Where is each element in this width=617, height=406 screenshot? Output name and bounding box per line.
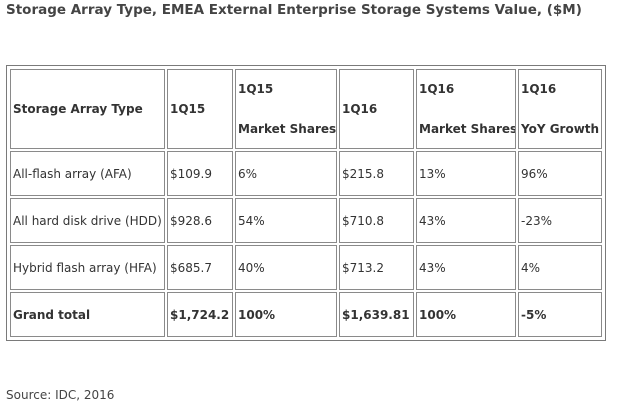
table-cell-yoy: -23% — [518, 198, 602, 244]
header-1q16-yoy-growth: 1Q16 YoY Growth — [518, 69, 602, 150]
table-cell-1q15-share: 54% — [235, 198, 337, 244]
table-row-grand-total: Grand total $1,724.2 100% $1,639.81 100%… — [10, 292, 602, 337]
page-title: Storage Array Type, EMEA External Enterp… — [6, 2, 582, 18]
table-cell-1q16: $713.2 — [339, 245, 414, 291]
table-cell-1q15: $685.7 — [167, 245, 233, 291]
table-cell-type: Hybrid flash array (HFA) — [10, 245, 165, 291]
table-cell-1q15-share: 6% — [235, 151, 337, 197]
table-cell-total-1q15: $1,724.2 — [167, 292, 233, 337]
table-cell-1q15: $928.6 — [167, 198, 233, 244]
table-cell-total-label: Grand total — [10, 292, 165, 337]
table-cell-1q16-share: 43% — [416, 198, 516, 244]
table-cell-total-1q16: $1,639.81 — [339, 292, 414, 337]
table-cell-type: All-flash array (AFA) — [10, 151, 165, 197]
table-row-hfa: Hybrid flash array (HFA) $685.7 40% $713… — [10, 245, 602, 291]
storage-array-table: Storage Array Type 1Q15 1Q15 Market Shar… — [8, 67, 604, 339]
storage-table-frame: Storage Array Type 1Q15 1Q15 Market Shar… — [6, 65, 606, 341]
table-cell-1q16: $215.8 — [339, 151, 414, 197]
table-cell-1q15-share: 40% — [235, 245, 337, 291]
table-row-hdd: All hard disk drive (HDD) $928.6 54% $71… — [10, 198, 602, 244]
table-cell-1q15: $109.9 — [167, 151, 233, 197]
table-cell-total-1q16-share: 100% — [416, 292, 516, 337]
header-1q16: 1Q16 — [339, 69, 414, 150]
header-1q16-market-shares-bottom: Market Shares — [419, 122, 516, 137]
header-1q15-market-shares: 1Q15 Market Shares — [235, 69, 337, 150]
table-cell-total-yoy: -5% — [518, 292, 602, 337]
source-note: Source: IDC, 2016 — [6, 388, 115, 402]
header-1q16-market-shares-top: 1Q16 — [419, 82, 455, 97]
header-yoy-growth-top: 1Q16 — [521, 82, 557, 97]
table-cell-1q16-share: 43% — [416, 245, 516, 291]
header-1q16-market-shares: 1Q16 Market Shares — [416, 69, 516, 150]
table-cell-yoy: 4% — [518, 245, 602, 291]
table-header-row: Storage Array Type 1Q15 1Q15 Market Shar… — [10, 69, 602, 150]
header-1q15: 1Q15 — [167, 69, 233, 150]
table-cell-1q16: $710.8 — [339, 198, 414, 244]
table-cell-yoy: 96% — [518, 151, 602, 197]
table-row-afa: All-flash array (AFA) $109.9 6% $215.8 1… — [10, 151, 602, 197]
table-cell-type: All hard disk drive (HDD) — [10, 198, 165, 244]
table-cell-total-1q15-share: 100% — [235, 292, 337, 337]
header-1q15-market-shares-top: 1Q15 — [238, 82, 274, 97]
header-1q15-market-shares-bottom: Market Shares — [238, 122, 337, 137]
header-storage-array-type: Storage Array Type — [10, 69, 165, 150]
table-cell-1q16-share: 13% — [416, 151, 516, 197]
header-yoy-growth-bottom: YoY Growth — [521, 122, 600, 137]
